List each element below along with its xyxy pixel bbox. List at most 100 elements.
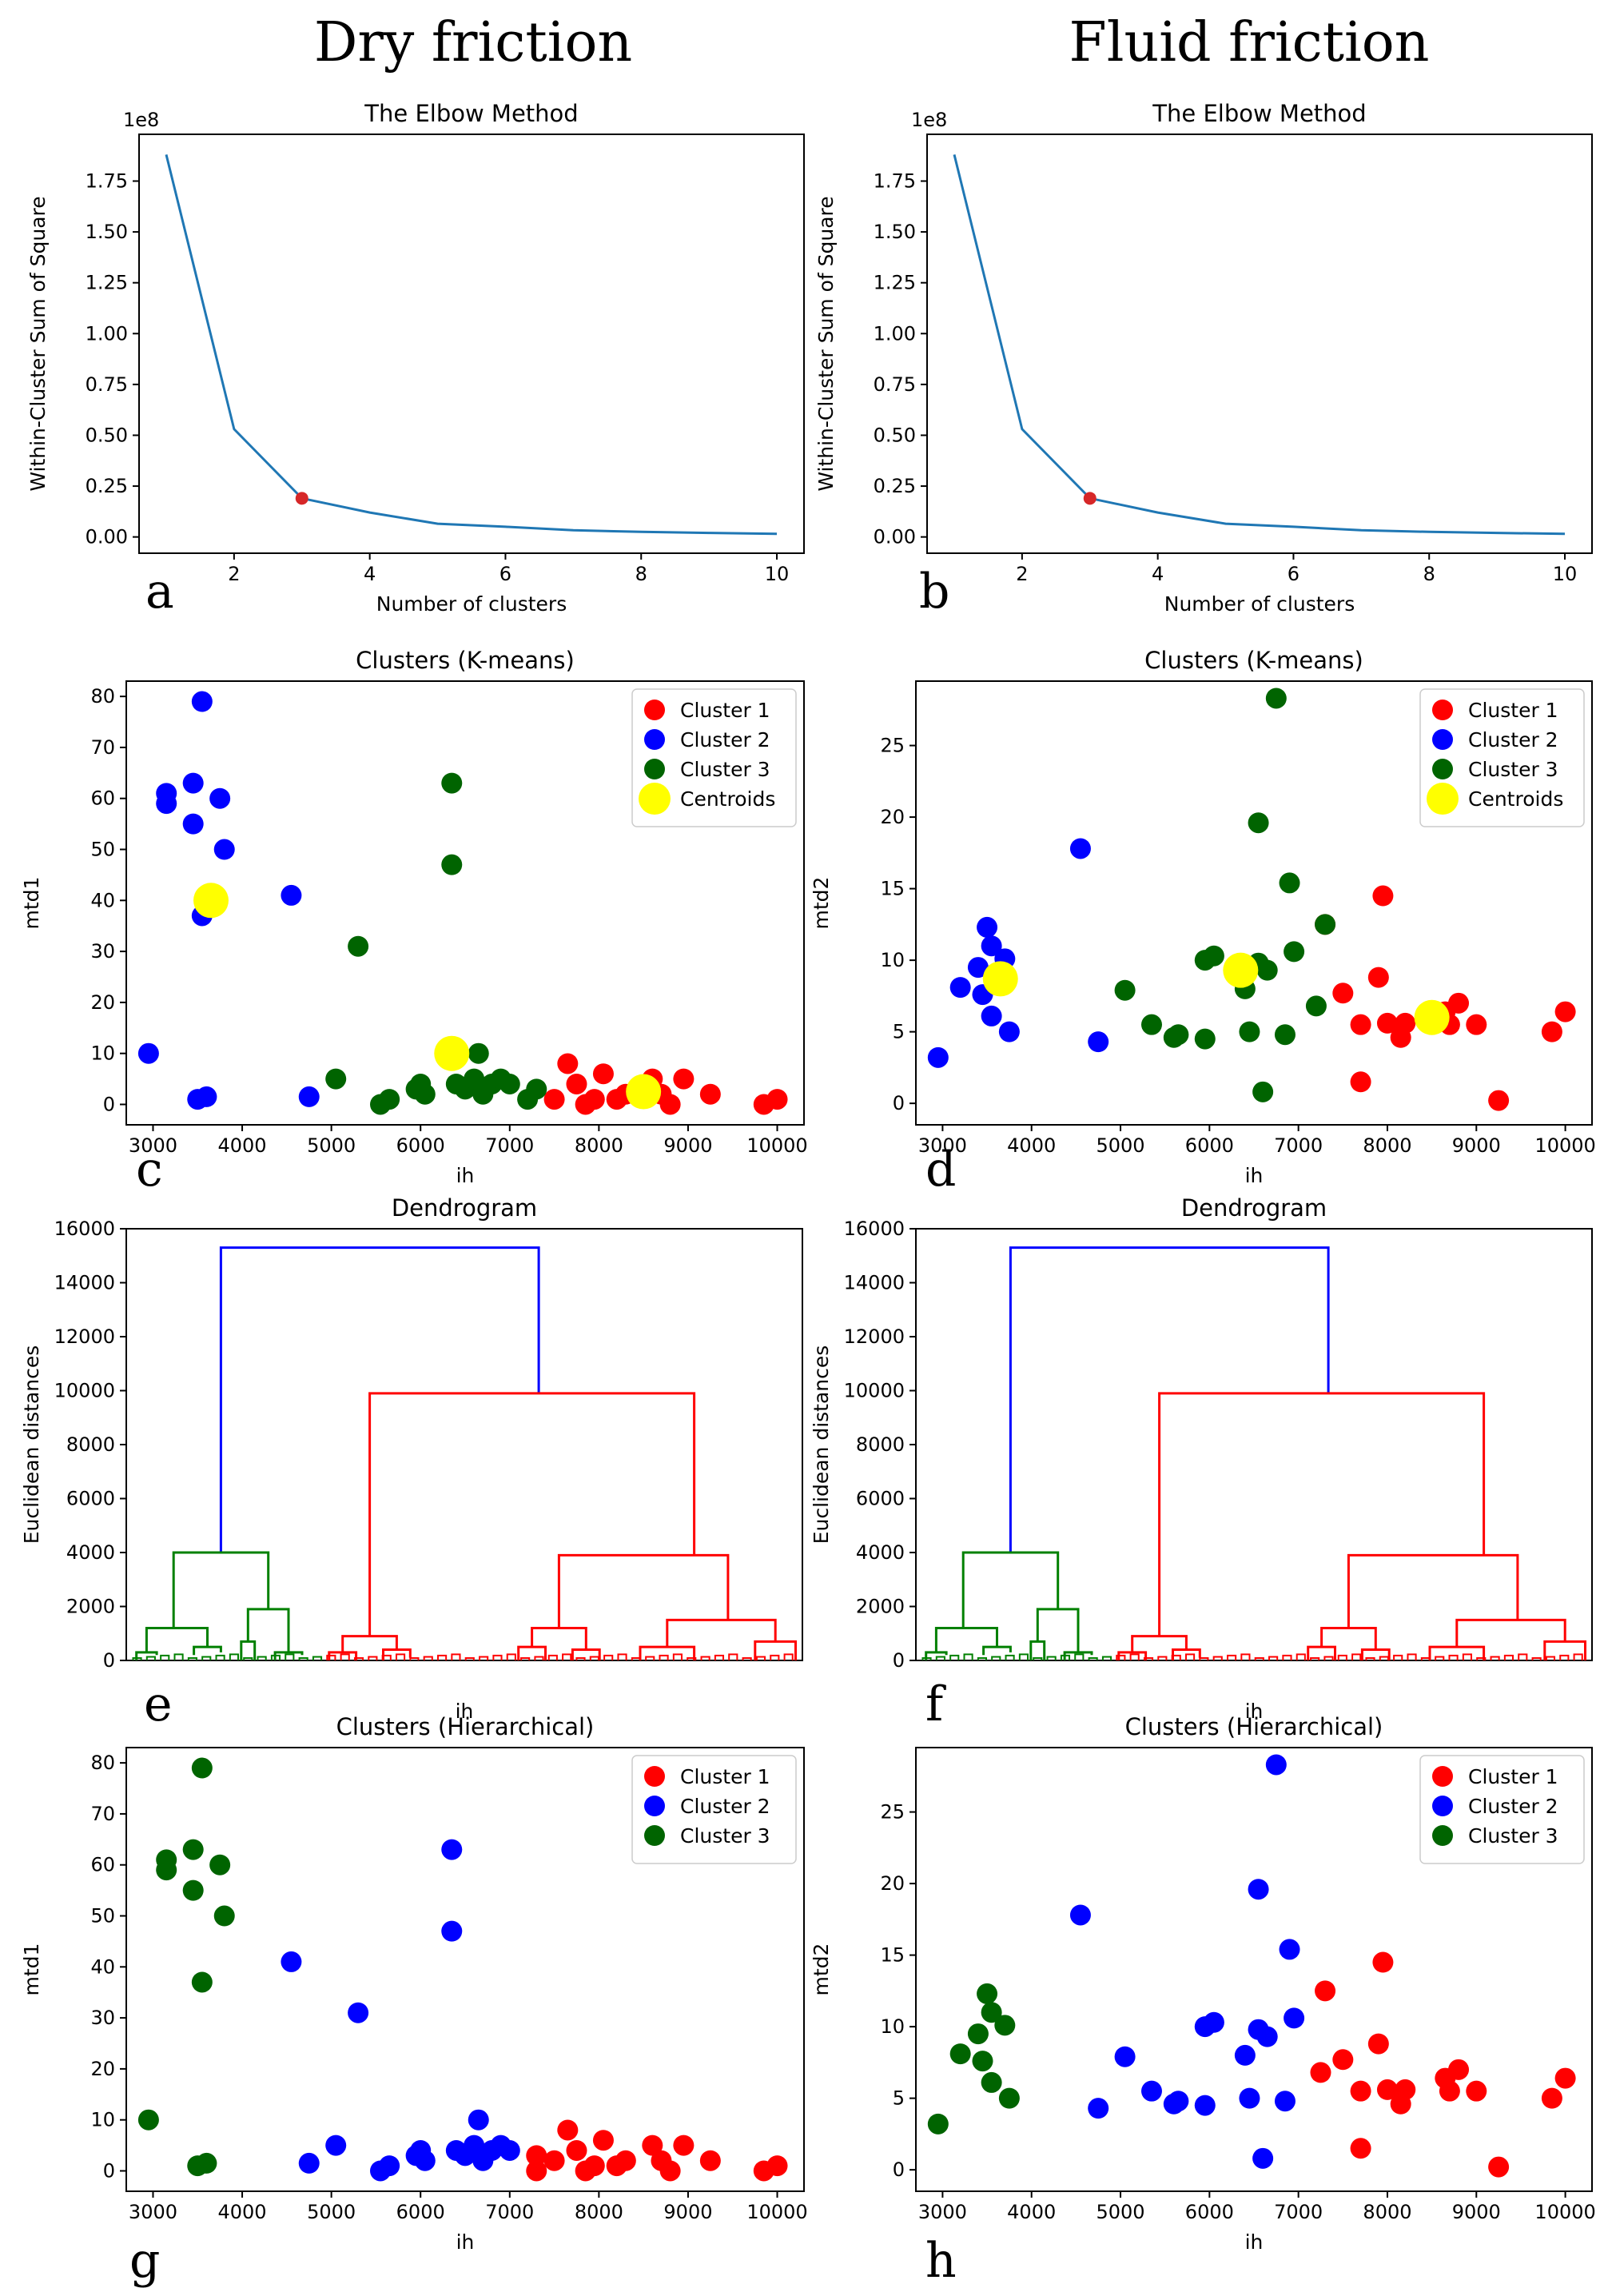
legend-marker	[644, 1825, 665, 1846]
x-tick-label: 3000	[129, 1134, 177, 1157]
y-scale-label: 1e8	[911, 109, 947, 131]
green-point	[1252, 1081, 1274, 1102]
dendrogram-leaf-link	[1407, 1653, 1417, 1660]
dendrogram-link	[982, 1645, 1012, 1656]
red-point	[766, 2155, 788, 2177]
blue-point	[1088, 1031, 1109, 1053]
green-point	[1315, 914, 1336, 935]
dendrogram-leaf-link	[1171, 1654, 1181, 1660]
dendrogram-leaf-link	[1559, 1654, 1570, 1660]
green-point	[414, 1083, 436, 1105]
green-point	[379, 1089, 400, 1110]
y-tick-label: 25	[880, 735, 905, 757]
x-tick-label: 6000	[396, 2201, 445, 2223]
y-tick-label: 16000	[844, 1218, 905, 1240]
dendrogram-leaf-link	[1310, 1656, 1320, 1660]
x-axis-label: ih	[1245, 1700, 1264, 1723]
x-tick-label: 2	[1016, 563, 1028, 585]
red-point	[1448, 2059, 1470, 2080]
dendrogram-leaf-link	[492, 1654, 503, 1660]
y-tick-label: 2000	[66, 1596, 115, 1618]
dendrogram-link	[1009, 1246, 1330, 1553]
blue-point	[281, 884, 302, 906]
dendrogram-link	[934, 1627, 998, 1652]
red-point	[1541, 2087, 1562, 2109]
red-point	[1390, 1026, 1411, 1048]
elbow-point-k7	[573, 530, 574, 531]
dendrogram-link	[1455, 1618, 1566, 1648]
red-point	[766, 1089, 788, 1110]
y-tick-label: 0.50	[86, 424, 128, 446]
elbow-point-k4	[1157, 512, 1158, 513]
dendrogram-link	[246, 1608, 290, 1652]
green-point	[209, 1854, 231, 1875]
dendrogram-link	[666, 1618, 777, 1648]
legend-marker	[1432, 700, 1453, 720]
blue-point	[1114, 2046, 1136, 2067]
blue-point	[981, 1005, 1002, 1026]
red-point	[592, 2130, 614, 2151]
blue-point	[468, 2109, 489, 2131]
y-tick-label: 60	[90, 787, 115, 810]
dendrogram-leaf-link	[645, 1656, 655, 1660]
dendrogram-link	[961, 1551, 1060, 1628]
dendrogram-link	[368, 1392, 696, 1636]
dendrogram-leaf-link	[229, 1653, 240, 1660]
y-axis-label: mtd1	[20, 1943, 43, 1996]
dendrogram-leaf-link	[1351, 1653, 1362, 1660]
blue-point	[1274, 2091, 1296, 2112]
red-point	[1332, 983, 1354, 1004]
blue-point	[196, 1086, 217, 1107]
dendrogram-leaf-link	[1365, 1656, 1375, 1660]
y-tick-label: 20	[90, 991, 115, 1014]
green-point	[1256, 959, 1278, 981]
dendrogram-leaf-link	[285, 1653, 295, 1660]
y-tick-label: 50	[90, 1905, 115, 1927]
y-tick-label: 10000	[54, 1380, 115, 1402]
green-point	[464, 1068, 485, 1090]
red-point	[1554, 1001, 1576, 1022]
dendrogram-link	[145, 1627, 209, 1652]
dendrogram-link	[531, 1627, 587, 1650]
dendrogram-leaf-link	[617, 1653, 627, 1660]
blue-point	[298, 1086, 320, 1107]
red-point	[699, 1083, 721, 1105]
dendrogram-leaf-link	[451, 1653, 461, 1660]
y-tick-label: 80	[90, 685, 115, 708]
y-axis-label: Within-Cluster Sum of Square	[814, 196, 838, 491]
blue-point	[1069, 838, 1091, 859]
dendrogram-leaf-link	[1420, 1656, 1431, 1660]
elbow-point-k7	[1361, 530, 1362, 531]
panel-label: h	[925, 2233, 957, 2289]
y-tick-label: 2000	[856, 1596, 905, 1618]
blue-point	[281, 1951, 302, 1972]
x-tick-label: 9000	[663, 1134, 712, 1157]
dendrogram-leaf-link	[575, 1656, 586, 1660]
dendrogram-leaf-link	[1157, 1656, 1168, 1660]
green-point	[981, 2002, 1002, 2023]
red-point	[1466, 1014, 1487, 1035]
legend-marker	[1432, 1796, 1453, 1816]
green-point	[967, 2023, 989, 2045]
y-tick-label: 0.50	[874, 424, 916, 446]
dendrogram-link	[135, 1651, 158, 1660]
blue-point	[348, 2002, 369, 2023]
dendrogram-leaf-link	[1518, 1653, 1528, 1660]
blue-point	[1140, 2080, 1162, 2102]
y-tick-label: 10	[880, 2015, 905, 2038]
dendrogram-leaf-link	[506, 1653, 516, 1660]
dendrogram-leaf-link	[298, 1656, 308, 1660]
blue-point	[414, 2150, 436, 2171]
elbow-point-k10	[1565, 533, 1566, 534]
green-point	[182, 1879, 204, 1901]
panel-label: d	[925, 1142, 956, 1198]
y-tick-label: 0	[893, 1649, 905, 1672]
dendrogram-leaf-link	[1033, 1656, 1043, 1660]
legend-label: Centroids	[1468, 787, 1563, 811]
red-point	[557, 2119, 579, 2141]
chart-title: Dendrogram	[392, 1194, 537, 1222]
dendrogram-link	[273, 1651, 304, 1660]
dendrogram-leaf-link	[1282, 1654, 1292, 1660]
plot-frame	[915, 1228, 1593, 1661]
panel-label: e	[144, 1676, 173, 1732]
